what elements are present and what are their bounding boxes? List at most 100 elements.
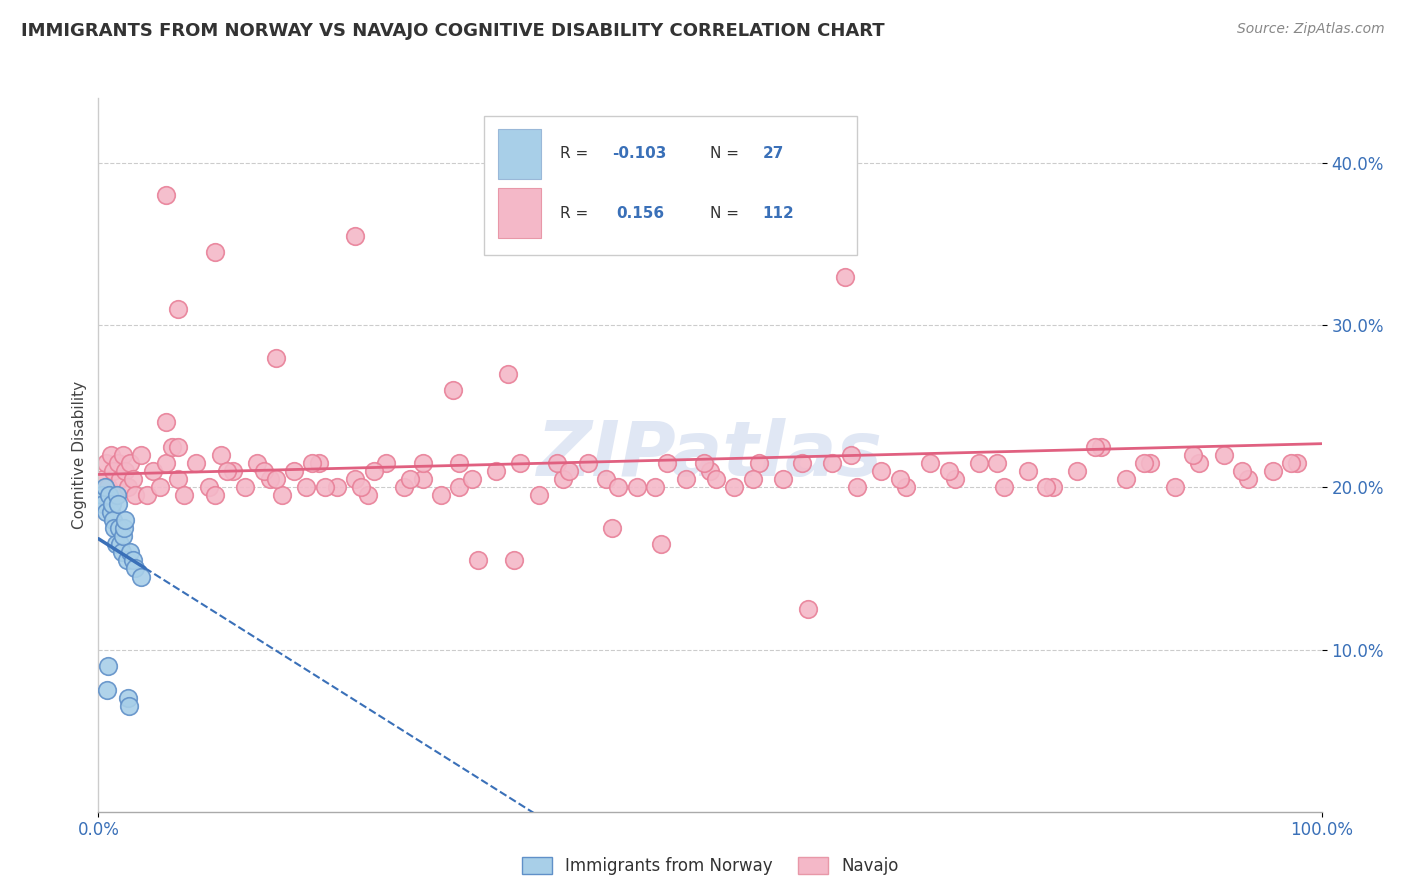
Point bbox=[98, 488, 121, 502]
Point bbox=[600, 521, 623, 535]
Point bbox=[797, 602, 820, 616]
Point bbox=[121, 472, 143, 486]
Point bbox=[295, 480, 318, 494]
Point bbox=[943, 472, 966, 486]
Point bbox=[204, 245, 226, 260]
Point bbox=[693, 456, 716, 470]
Point bbox=[264, 472, 287, 486]
Point bbox=[741, 472, 763, 486]
Point bbox=[204, 488, 226, 502]
Point bbox=[772, 472, 794, 486]
Point bbox=[270, 488, 294, 502]
Text: N =: N = bbox=[710, 206, 740, 221]
Point bbox=[314, 480, 336, 494]
Point bbox=[246, 456, 269, 470]
Text: Source: ZipAtlas.com: Source: ZipAtlas.com bbox=[1237, 22, 1385, 37]
Point bbox=[104, 488, 127, 502]
Point bbox=[120, 456, 142, 470]
Text: IMMIGRANTS FROM NORWAY VS NAVAJO COGNITIVE DISABILITY CORRELATION CHART: IMMIGRANTS FROM NORWAY VS NAVAJO COGNITI… bbox=[21, 22, 884, 40]
Point bbox=[723, 480, 745, 494]
Point bbox=[283, 464, 305, 478]
Point bbox=[114, 513, 136, 527]
Point bbox=[114, 464, 136, 478]
Point bbox=[111, 448, 134, 462]
Point bbox=[374, 456, 396, 470]
Point bbox=[894, 480, 917, 494]
Point bbox=[97, 658, 120, 673]
Point bbox=[112, 521, 135, 535]
Point bbox=[399, 472, 422, 486]
Point bbox=[748, 456, 770, 470]
Point bbox=[252, 464, 274, 478]
Point bbox=[1286, 456, 1309, 470]
Point bbox=[155, 456, 177, 470]
Point bbox=[449, 456, 471, 470]
Point bbox=[186, 456, 208, 470]
Point bbox=[107, 497, 129, 511]
Point bbox=[430, 488, 453, 502]
Point bbox=[496, 367, 519, 381]
Point bbox=[449, 480, 471, 494]
Point bbox=[1261, 464, 1284, 478]
Point bbox=[115, 553, 138, 567]
Point bbox=[1133, 456, 1156, 470]
Point bbox=[576, 456, 599, 470]
Point bbox=[675, 472, 697, 486]
Point bbox=[938, 464, 960, 478]
Point bbox=[839, 448, 862, 462]
Point bbox=[301, 456, 323, 470]
Point bbox=[1230, 464, 1253, 478]
Point bbox=[100, 448, 122, 462]
Point bbox=[704, 472, 727, 486]
Point bbox=[1090, 440, 1112, 454]
Point bbox=[650, 537, 672, 551]
Point bbox=[344, 472, 367, 486]
Point bbox=[124, 488, 146, 502]
Point bbox=[350, 480, 373, 494]
Point bbox=[657, 456, 679, 470]
Point bbox=[117, 480, 139, 494]
Point bbox=[986, 456, 1008, 470]
Point bbox=[834, 269, 856, 284]
Point bbox=[173, 488, 195, 502]
Point bbox=[485, 464, 508, 478]
Point bbox=[97, 480, 120, 494]
Point bbox=[136, 488, 159, 502]
Point bbox=[91, 472, 114, 486]
Point bbox=[1164, 480, 1187, 494]
Point bbox=[460, 472, 482, 486]
Point bbox=[412, 456, 434, 470]
Point bbox=[1212, 448, 1234, 462]
Point bbox=[821, 456, 844, 470]
Point bbox=[118, 699, 141, 714]
Text: R =: R = bbox=[560, 146, 593, 161]
Point bbox=[101, 513, 124, 527]
Point bbox=[1182, 448, 1205, 462]
Point bbox=[1084, 440, 1107, 454]
Point bbox=[117, 691, 139, 706]
Point bbox=[1139, 456, 1161, 470]
Point bbox=[124, 561, 146, 575]
Point bbox=[467, 553, 489, 567]
Point bbox=[1042, 480, 1064, 494]
Point bbox=[326, 480, 349, 494]
Point bbox=[111, 529, 134, 543]
Point bbox=[553, 472, 575, 486]
Bar bbox=[498, 188, 541, 238]
Point bbox=[509, 456, 531, 470]
Point bbox=[121, 553, 143, 567]
Point bbox=[101, 497, 124, 511]
Y-axis label: Cognitive Disability: Cognitive Disability bbox=[72, 381, 87, 529]
Point bbox=[993, 480, 1015, 494]
Text: ZIPatlas: ZIPatlas bbox=[537, 418, 883, 491]
Point bbox=[644, 480, 666, 494]
Bar bbox=[498, 128, 541, 178]
Point bbox=[626, 480, 648, 494]
Point bbox=[108, 521, 131, 535]
Point bbox=[920, 456, 942, 470]
Point bbox=[93, 480, 115, 494]
Point bbox=[356, 488, 378, 502]
Point bbox=[91, 488, 114, 502]
Point bbox=[160, 440, 183, 454]
Point bbox=[129, 569, 152, 583]
